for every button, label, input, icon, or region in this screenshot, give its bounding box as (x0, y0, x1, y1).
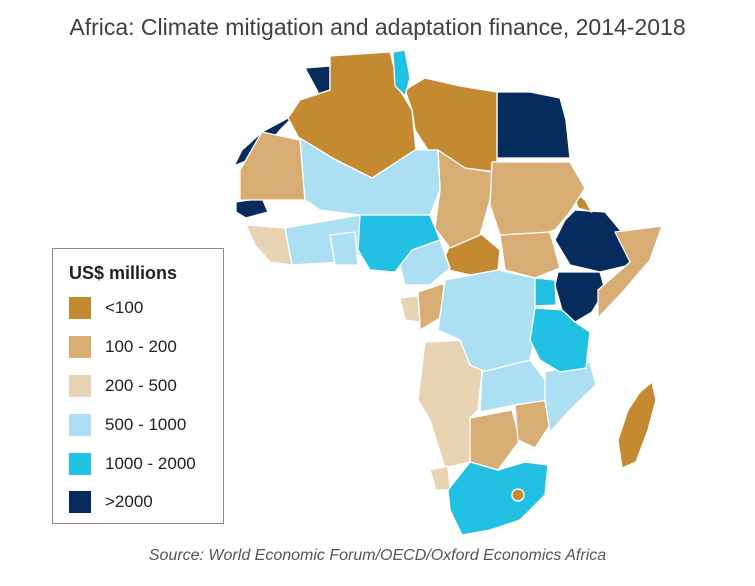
legend-swatch (69, 297, 91, 319)
legend-label: 500 - 1000 (105, 415, 187, 434)
legend-item-1000-2000: 1000 - 2000 (69, 451, 196, 477)
region-ethiopia (554, 209, 646, 273)
legend-swatch (69, 491, 91, 513)
legend-label: >2000 (105, 492, 153, 511)
legend-item-lt100: <100 (69, 295, 143, 321)
region-somalia (597, 225, 663, 319)
legend-item-500-1000: 500 - 1000 (69, 412, 186, 438)
legend-swatch (69, 375, 91, 397)
region-madagascar (617, 381, 657, 469)
legend-item-gt2000: >2000 (69, 489, 153, 515)
region-sudan (489, 161, 586, 241)
region-south-sudan (499, 231, 561, 279)
region-mozambique (544, 361, 597, 433)
legend-title: US$ millions (69, 263, 178, 283)
region-zimbabwe-botswana (469, 409, 521, 471)
region-mali-niger (299, 137, 441, 216)
region-equatorial-guinea (399, 295, 421, 323)
legend-swatch (69, 336, 91, 358)
legend-item-200-500: 200 - 500 (69, 373, 177, 399)
map-title: Africa: Climate mitigation and adaptatio… (69, 14, 686, 40)
region-uganda-rwanda (534, 277, 557, 307)
region-guinea-sierra-leone (245, 224, 293, 266)
region-ghana-togo (329, 231, 359, 266)
legend-label: 1000 - 2000 (105, 454, 196, 473)
region-south-africa (447, 461, 549, 536)
legend-item-100-200: 100 - 200 (69, 334, 177, 360)
legend-swatch (69, 414, 91, 436)
region-tunisia (392, 49, 411, 97)
legend-label: <100 (105, 298, 144, 317)
region-egypt (496, 91, 571, 159)
region-tanzania (529, 307, 591, 373)
region-nigeria (357, 214, 441, 273)
source-note: Source: World Economic Forum/OECD/Oxford… (148, 547, 607, 564)
region-senegal (235, 197, 269, 219)
region-south-africa-west (429, 465, 451, 491)
region-chad (434, 149, 493, 249)
map-legend: US$ millions <100 100 - 200 200 - 500 50… (52, 248, 224, 524)
region-mozambique-south (514, 399, 551, 449)
region-lesotho-dot (511, 488, 525, 502)
legend-swatch (69, 453, 91, 475)
region-kenya (554, 271, 606, 323)
legend-label: 200 - 500 (105, 376, 177, 395)
legend-label: 100 - 200 (105, 337, 177, 356)
